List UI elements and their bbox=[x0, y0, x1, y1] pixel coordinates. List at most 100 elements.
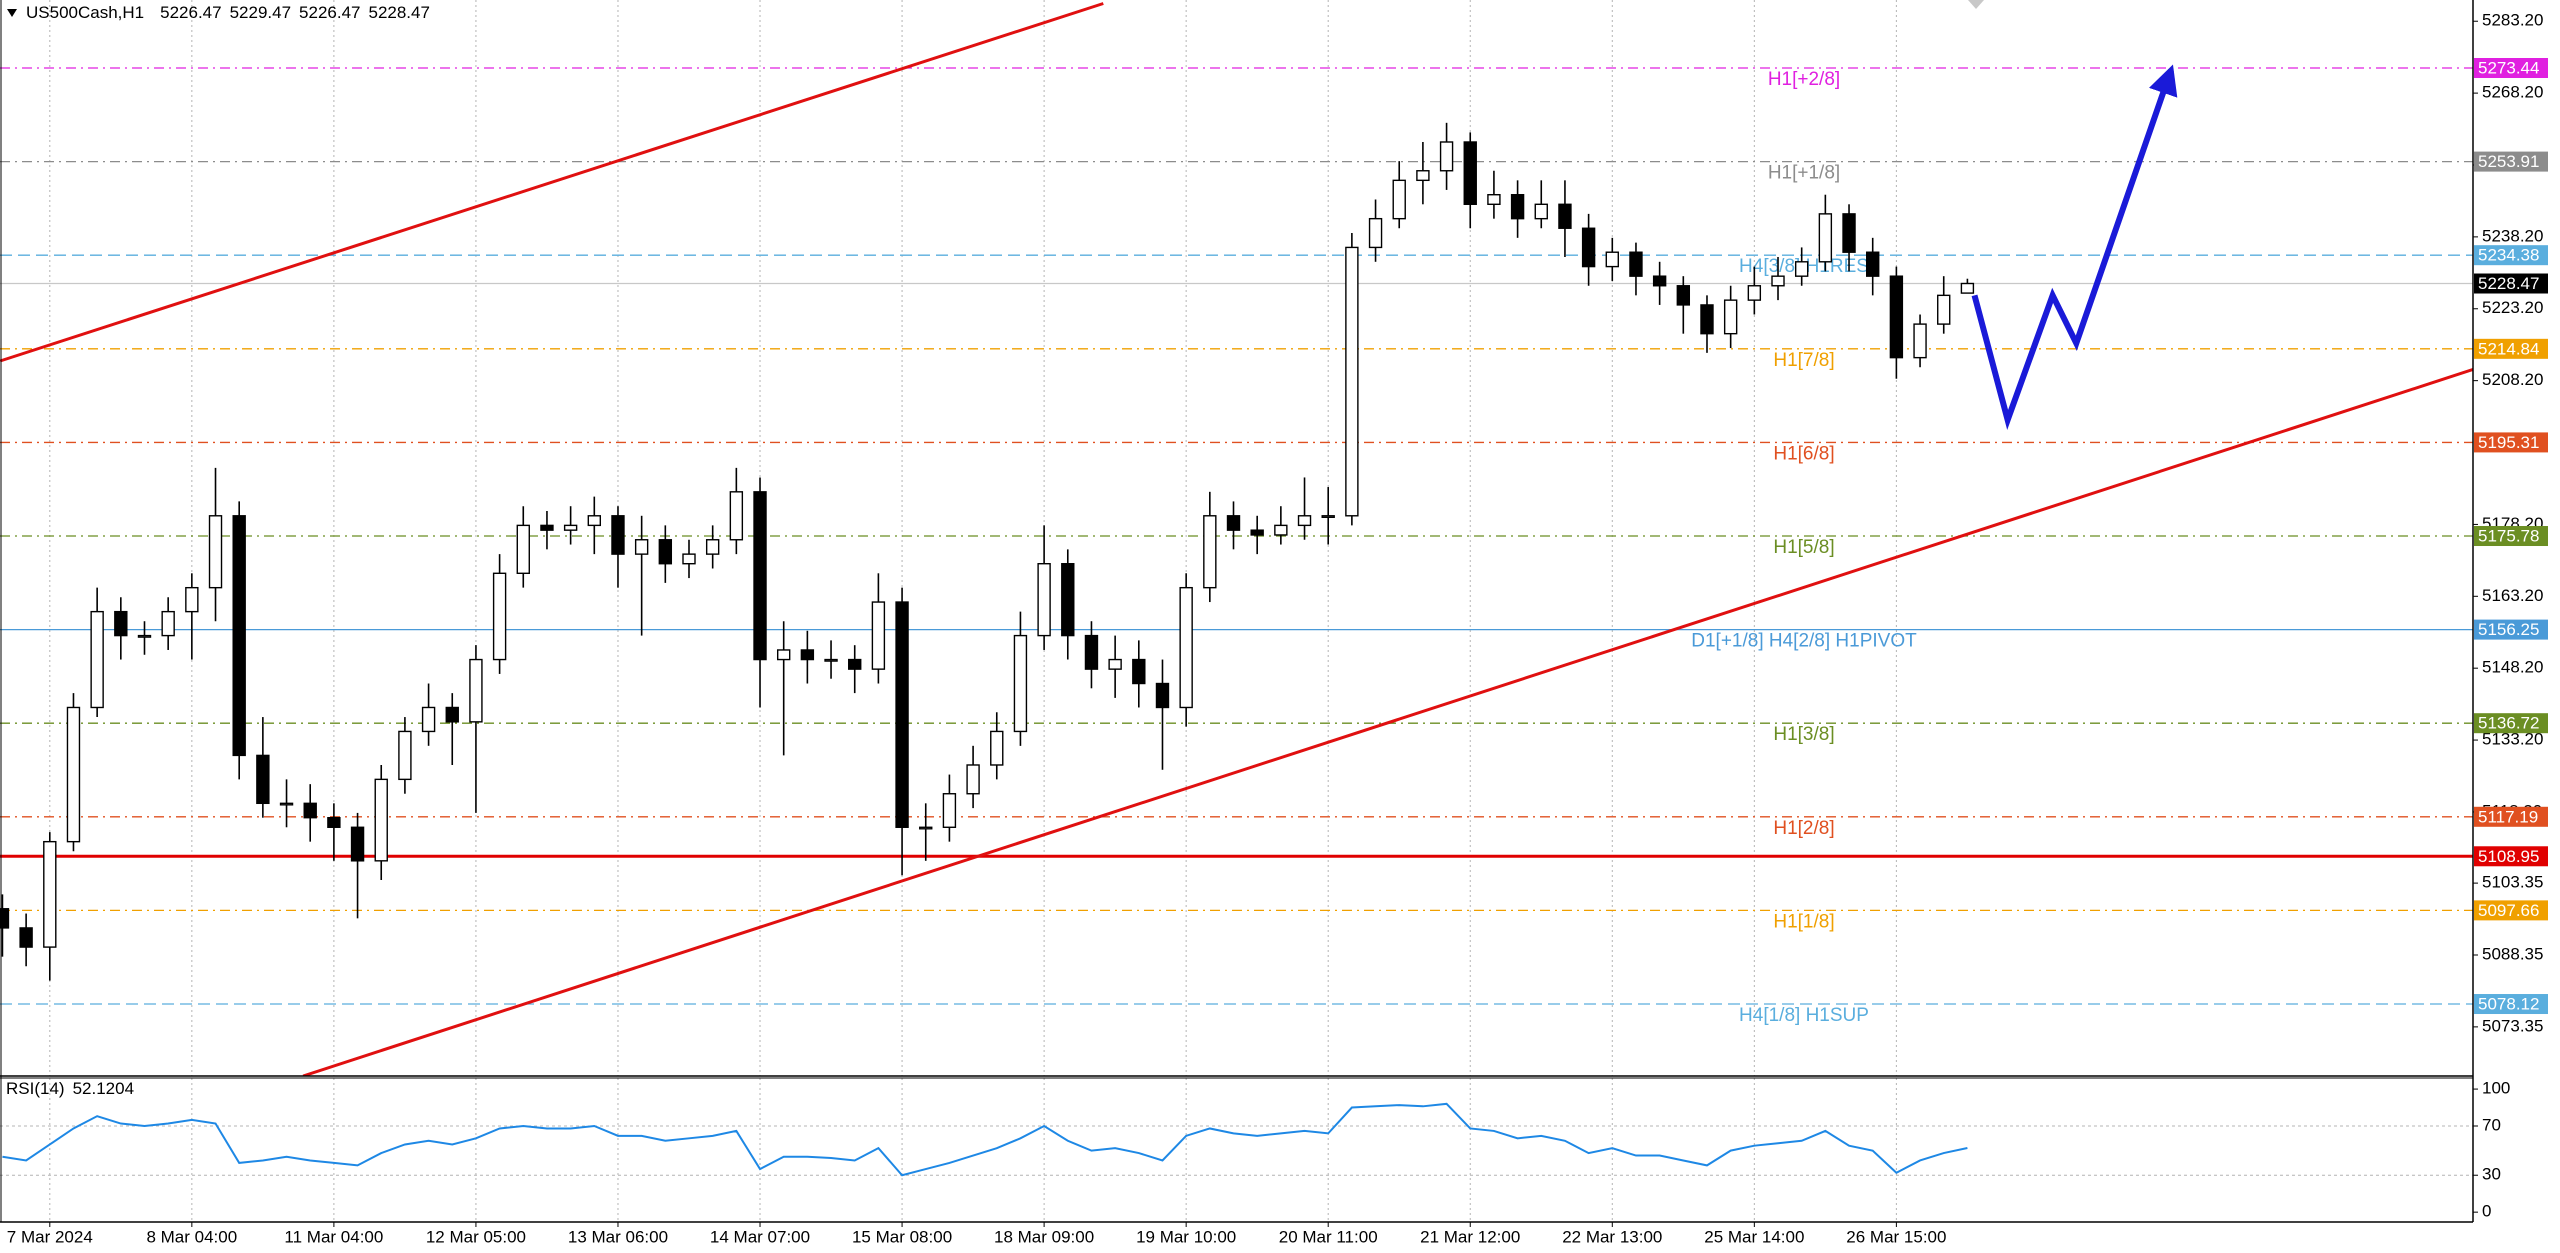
candle-body bbox=[705, 539, 720, 555]
candle-body bbox=[776, 649, 791, 661]
x-tick-label: 15 Mar 08:00 bbox=[852, 1227, 952, 1246]
candle-body bbox=[43, 840, 57, 948]
scroll-marker bbox=[1968, 0, 1984, 9]
symbol: US500Cash,H1 bbox=[26, 3, 144, 22]
x-tick-label: 22 Mar 13:00 bbox=[1562, 1227, 1662, 1246]
candle-body bbox=[1937, 294, 1951, 325]
candle-body bbox=[303, 802, 317, 819]
candle-body bbox=[824, 658, 838, 662]
x-tick-label: 13 Mar 06:00 bbox=[568, 1227, 668, 1246]
level-price-box bbox=[2474, 432, 2548, 453]
candle-body bbox=[1179, 586, 1193, 709]
candle-body bbox=[1913, 323, 1927, 359]
candle-body bbox=[587, 515, 602, 527]
candle-body bbox=[1084, 634, 1099, 670]
candle-body bbox=[658, 539, 673, 565]
level-price-label: 5136.72 bbox=[2478, 714, 2539, 733]
level-label: H1[3/8] bbox=[1773, 724, 1834, 745]
menu-arrow[interactable] bbox=[7, 9, 17, 17]
candle-body bbox=[1439, 141, 1454, 172]
level-price-label: 5253.91 bbox=[2478, 152, 2539, 171]
candle-body bbox=[1794, 261, 1809, 277]
level-price-box bbox=[2474, 58, 2548, 79]
level-price-label: 5078.12 bbox=[2478, 995, 2539, 1014]
candle-body bbox=[232, 515, 246, 757]
level-price-label: 5195.31 bbox=[2478, 433, 2539, 452]
level-label: H1[5/8] bbox=[1773, 537, 1834, 558]
rsi-line bbox=[2, 1102, 1968, 1177]
level-price-label: 5273.44 bbox=[2478, 58, 2539, 77]
candle-body bbox=[327, 816, 341, 828]
candle-body bbox=[1629, 251, 1643, 277]
candle-body bbox=[1155, 682, 1170, 709]
level-price-box bbox=[2474, 273, 2548, 294]
candle-body bbox=[279, 802, 294, 806]
level-price-box bbox=[2474, 338, 2548, 359]
grid-layer bbox=[49, 0, 1897, 1222]
candle-body bbox=[421, 706, 436, 733]
candle-body bbox=[1226, 515, 1241, 531]
candle-body bbox=[114, 610, 128, 637]
candle-body bbox=[398, 730, 412, 781]
candle-body bbox=[256, 754, 270, 805]
candle-body bbox=[919, 826, 933, 830]
candle-body bbox=[1818, 213, 1833, 263]
level-price-box bbox=[2474, 151, 2548, 172]
level-price-label: 5214.84 bbox=[2478, 339, 2539, 358]
candle-body bbox=[492, 572, 507, 661]
candle-body bbox=[137, 634, 152, 638]
y-tick-label: 5148.20 bbox=[2482, 658, 2543, 677]
rsi-value: 52.1204 bbox=[73, 1079, 134, 1098]
candle-body bbox=[848, 658, 862, 670]
candle-body bbox=[990, 730, 1004, 766]
axis-layer: 7 Mar 2024 8 Mar 04:00 11 Mar 04:00 12 Mar … bbox=[7, 11, 2548, 1246]
candle-body bbox=[871, 601, 886, 670]
trend-line bbox=[302, 367, 2473, 1076]
candle-body bbox=[729, 491, 744, 541]
candle-body bbox=[1534, 203, 1548, 220]
x-tick-label: 8 Mar 04:00 bbox=[146, 1227, 237, 1246]
symbol-header: US500Cash,H1 5226.47 5229.47 5226.47 5228.47 bbox=[26, 3, 430, 22]
projection-arrow bbox=[1971, 64, 2178, 430]
level-price-box bbox=[2474, 713, 2548, 734]
rsi-tick-label: 0 bbox=[2482, 1202, 2491, 1221]
y-tick-label: 5133.20 bbox=[2482, 730, 2543, 749]
level-price-label: 5108.95 bbox=[2478, 847, 2539, 866]
candle-body bbox=[800, 649, 815, 661]
level-price-label: 5097.66 bbox=[2478, 901, 2539, 920]
level-label: H1[1/8] bbox=[1773, 911, 1834, 932]
candle-body bbox=[1558, 203, 1572, 229]
x-tick-label: 14 Mar 07:00 bbox=[710, 1227, 810, 1246]
candle-body bbox=[1723, 299, 1738, 335]
candle-body bbox=[1652, 275, 1667, 287]
candle-body bbox=[1013, 634, 1028, 733]
candle-body bbox=[374, 778, 388, 862]
candle-body bbox=[1889, 275, 1904, 359]
y-tick-label: 5073.35 bbox=[2482, 1016, 2543, 1035]
x-tick-label: 20 Mar 11:00 bbox=[1279, 1227, 1378, 1246]
header-price: 5228.47 bbox=[368, 3, 429, 22]
header-price: 5226.47 bbox=[160, 3, 221, 22]
candle-body bbox=[1960, 282, 1975, 294]
candle-body bbox=[942, 793, 957, 828]
candle-body bbox=[1061, 563, 1075, 637]
candle-body bbox=[1416, 170, 1430, 182]
candle-body bbox=[1510, 194, 1525, 220]
price-layer bbox=[0, 2, 2473, 1076]
level-label: H1[+2/8] bbox=[1768, 69, 1840, 90]
candle-body bbox=[1203, 515, 1217, 589]
header-price: 5229.47 bbox=[230, 3, 291, 22]
level-price-label: 5228.47 bbox=[2478, 274, 2539, 293]
level-label: H1[6/8] bbox=[1773, 443, 1834, 464]
y-tick-label: 5163.20 bbox=[2482, 586, 2543, 605]
y-tick-label: 5103.35 bbox=[2482, 873, 2543, 892]
level-price-box bbox=[2474, 619, 2548, 640]
candle-body bbox=[469, 658, 483, 723]
rsi-name: RSI(14) bbox=[6, 1079, 65, 1098]
candle-body bbox=[1676, 285, 1691, 306]
level-price-label: 5156.25 bbox=[2478, 620, 2539, 639]
x-tick-label: 12 Mar 05:00 bbox=[426, 1227, 526, 1246]
trend-line bbox=[0, 2, 1104, 363]
